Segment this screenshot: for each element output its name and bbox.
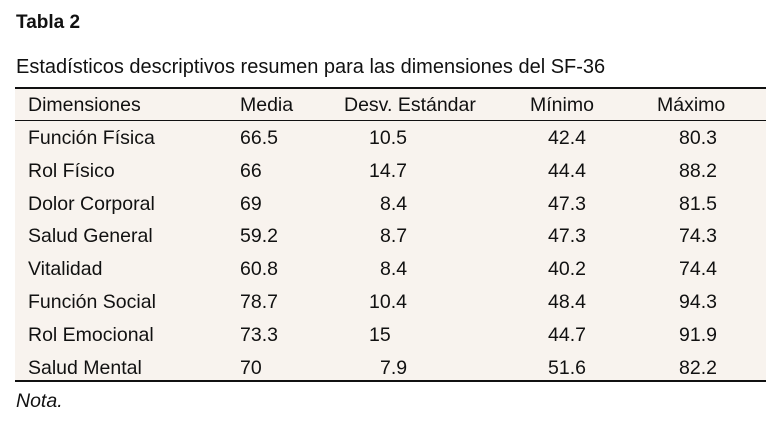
- cell-dimension: Función Física: [28, 127, 155, 149]
- cell-desv: 8.4: [380, 258, 408, 281]
- cell-desv: 10.4: [369, 291, 407, 313]
- cell-media: 59.2: [240, 225, 278, 248]
- cell-maximo: 80.3: [679, 127, 717, 149]
- cell-desv: 10.5: [369, 127, 407, 149]
- header-media: Media: [240, 94, 294, 116]
- table-row: Rol Físico 66 14.7 44.4 88.2: [15, 155, 766, 188]
- cell-dimension: Salud General: [28, 225, 153, 248]
- cell-maximo: 94.3: [679, 291, 717, 313]
- cell-minimo: 47.3: [548, 225, 586, 248]
- cell-media: 70: [240, 356, 262, 379]
- header-maximo: Máximo: [657, 94, 726, 116]
- cell-minimo: 48.4: [548, 291, 586, 313]
- table-note: Nota.: [16, 390, 63, 412]
- cell-media: 60.8: [240, 258, 278, 281]
- cell-maximo: 88.2: [679, 159, 717, 182]
- cell-maximo: 91.9: [679, 323, 717, 346]
- header-row: Dimensiones Media Desv. Estándar Mínimo …: [15, 89, 766, 122]
- cell-minimo: 51.6: [548, 356, 586, 379]
- cell-media: 69: [240, 192, 262, 215]
- table-row: Función Física 66.5 10.5 42.4 80.3: [15, 122, 766, 155]
- table-row: Dolor Corporal 69 8.4 47.3 81.5: [15, 188, 766, 221]
- header-dimensiones: Dimensiones: [28, 94, 141, 116]
- cell-minimo: 44.4: [548, 159, 586, 182]
- cell-dimension: Función Social: [28, 291, 156, 313]
- cell-minimo: 44.7: [548, 323, 586, 346]
- cell-desv: 8.7: [380, 225, 408, 248]
- cell-dimension: Salud Mental: [28, 356, 142, 379]
- cell-maximo: 74.3: [679, 225, 717, 248]
- cell-minimo: 40.2: [548, 258, 586, 281]
- table-row: Vitalidad 60.8 8.4 40.2 74.4: [15, 253, 766, 286]
- cell-dimension: Vitalidad: [28, 258, 103, 281]
- table-caption: Estadísticos descriptivos resumen para l…: [16, 56, 606, 78]
- cell-desv: 14.7: [369, 159, 407, 182]
- cell-maximo: 82.2: [679, 356, 717, 379]
- cell-maximo: 81.5: [679, 192, 717, 215]
- cell-maximo: 74.4: [679, 258, 717, 281]
- cell-desv: 7.9: [380, 356, 408, 379]
- table-title: Tabla 2: [16, 12, 81, 33]
- cell-media: 73.3: [240, 323, 278, 346]
- cell-dimension: Dolor Corporal: [28, 192, 155, 215]
- table-row: Función Social 78.7 10.4 48.4 94.3: [15, 286, 766, 319]
- descriptive-stats-table: Dimensiones Media Desv. Estándar Mínimo …: [15, 87, 766, 382]
- cell-minimo: 42.4: [548, 127, 586, 149]
- cell-minimo: 47.3: [548, 192, 586, 215]
- header-minimo: Mínimo: [530, 94, 594, 116]
- cell-media: 78.7: [240, 291, 278, 313]
- table-row: Salud Mental 70 7.9 51.6 82.2: [15, 352, 766, 385]
- cell-dimension: Rol Emocional: [28, 323, 154, 346]
- cell-desv: 15: [369, 323, 391, 346]
- table-row: Rol Emocional 73.3 15 44.7 91.9: [15, 319, 766, 352]
- cell-dimension: Rol Físico: [28, 159, 115, 182]
- cell-desv: 8.4: [380, 192, 408, 215]
- cell-media: 66: [240, 159, 262, 182]
- table-row: Salud General 59.2 8.7 47.3 74.3: [15, 220, 766, 253]
- header-divider: [15, 120, 766, 121]
- header-desv: Desv. Estándar: [344, 94, 476, 116]
- cell-media: 66.5: [240, 127, 278, 149]
